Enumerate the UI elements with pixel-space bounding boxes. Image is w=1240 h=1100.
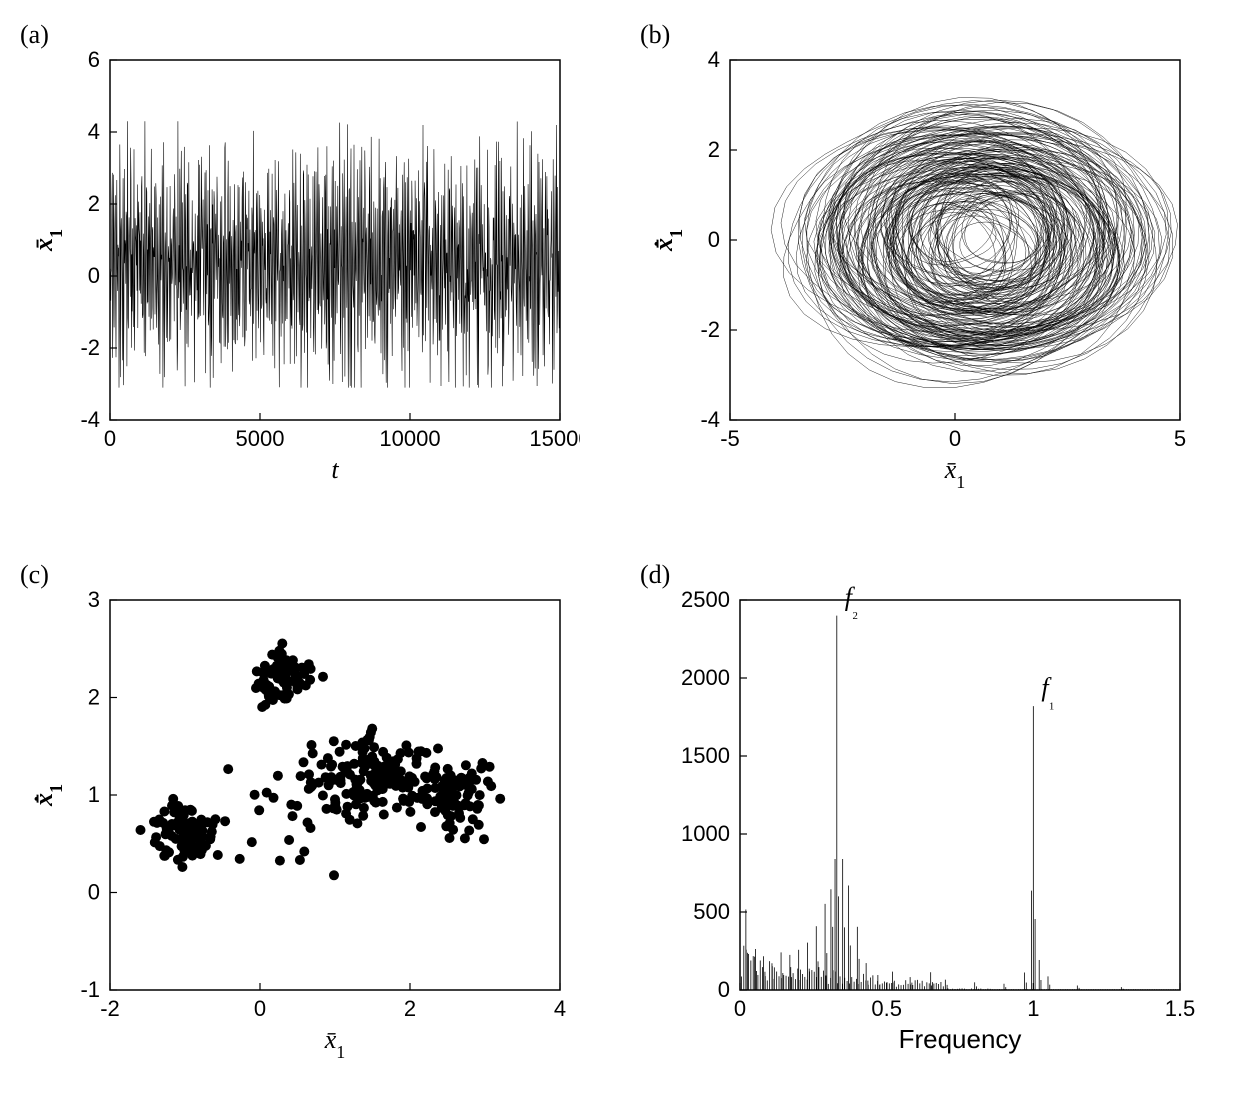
svg-text:2: 2	[88, 685, 100, 710]
svg-text:-2: -2	[80, 335, 100, 360]
svg-text:2: 2	[708, 137, 720, 162]
plot-d: 0 0.5 1 1.5 0 500 1000 1500 2000 2500 f₂ f₁ Frequenc…	[640, 560, 1200, 1080]
panel-b-label: (b)	[640, 20, 670, 50]
svg-text:x̄̇1: x̄̇1	[649, 229, 686, 252]
plot-a: 0 5000 10000 15000 -4 -2 0 2 4 6 t x̄1	[20, 20, 580, 500]
svg-text:-1: -1	[80, 977, 100, 1002]
svg-text:x̄1: x̄1	[324, 1025, 346, 1062]
svg-text:0: 0	[88, 880, 100, 905]
svg-text:0: 0	[708, 227, 720, 252]
svg-text:5000: 5000	[236, 426, 285, 451]
panel-c-label: (c)	[20, 560, 49, 590]
svg-text:-4: -4	[700, 407, 720, 432]
svg-text:f₁: f₁	[1041, 673, 1055, 710]
panel-d-label: (d)	[640, 560, 670, 590]
svg-text:1000: 1000	[681, 821, 730, 846]
svg-text:5: 5	[1174, 426, 1186, 451]
plot-c: -2 0 2 4 -1 0 1 2 3 x̄1 x̄̇1	[20, 560, 580, 1080]
panel-d: (d) 0 0.5 1 1.5 0 500 1000 1500 2000 2500 f₂ f₁ Freq…	[640, 560, 1220, 1080]
panel-c: (c) -2 0 2 4 -1 0 1 2 3 x̄1 x̄̇1	[20, 560, 600, 1080]
svg-text:t: t	[331, 455, 339, 484]
svg-text:-2: -2	[100, 996, 120, 1021]
svg-text:x̄̇1: x̄̇1	[29, 784, 66, 807]
svg-text:Frequency: Frequency	[899, 1024, 1022, 1054]
svg-text:x̄1: x̄1	[29, 229, 66, 252]
svg-text:2: 2	[404, 996, 416, 1021]
panel-a-label: (a)	[20, 20, 49, 50]
svg-text:2000: 2000	[681, 665, 730, 690]
svg-text:0.5: 0.5	[871, 996, 902, 1021]
svg-text:0: 0	[949, 426, 961, 451]
svg-text:0: 0	[88, 263, 100, 288]
svg-text:10000: 10000	[379, 426, 440, 451]
svg-text:6: 6	[88, 47, 100, 72]
svg-text:-5: -5	[720, 426, 740, 451]
svg-text:1: 1	[1027, 996, 1039, 1021]
svg-text:-2: -2	[700, 317, 720, 342]
svg-text:4: 4	[554, 996, 566, 1021]
svg-text:x̄1: x̄1	[944, 455, 966, 492]
svg-text:3: 3	[88, 587, 100, 612]
svg-text:0: 0	[734, 996, 746, 1021]
svg-text:1.5: 1.5	[1165, 996, 1196, 1021]
svg-text:1: 1	[88, 782, 100, 807]
plot-b: -5 0 5 -4 -2 0 2 4 x̄1 x̄̇1	[640, 20, 1200, 500]
figure-grid: (a) 050001000015000-4-20246tx̄1 (b) -505…	[20, 20, 1220, 1080]
svg-text:1500: 1500	[681, 743, 730, 768]
svg-text:0: 0	[254, 996, 266, 1021]
svg-text:-4: -4	[80, 407, 100, 432]
svg-text:2500: 2500	[681, 587, 730, 612]
svg-text:500: 500	[693, 899, 730, 924]
panel-a: (a) 0 5000 10000 15000 -4 -2 0 2 4 6 t x̄1	[20, 20, 600, 540]
svg-text:2: 2	[88, 191, 100, 216]
svg-text:f₂: f₂	[845, 583, 859, 620]
svg-text:0: 0	[104, 426, 116, 451]
svg-text:4: 4	[88, 119, 100, 144]
panel-b: (b) -5 0 5 -4 -2 0 2 4 x̄1 x̄̇1	[640, 20, 1220, 540]
svg-text:0: 0	[718, 977, 730, 1002]
svg-text:4: 4	[708, 47, 720, 72]
svg-text:15000: 15000	[529, 426, 580, 451]
